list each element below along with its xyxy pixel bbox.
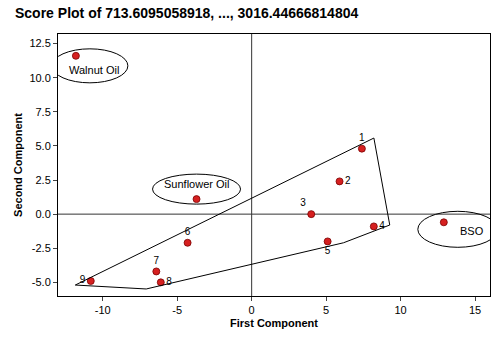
svg-text:10.0: 10.0 [29,72,50,84]
svg-text:Second Component: Second Component [12,113,24,217]
svg-text:4: 4 [379,220,385,231]
svg-text:1: 1 [359,132,365,143]
svg-text:6: 6 [185,226,191,237]
svg-text:-2.5: -2.5 [32,242,51,254]
svg-text:-10: -10 [95,304,111,316]
svg-text:2: 2 [345,175,351,186]
svg-text:Walnut Oil: Walnut Oil [69,64,119,76]
svg-text:Sunflower Oil: Sunflower Oil [164,178,229,190]
svg-text:2.5: 2.5 [36,174,51,186]
svg-text:5: 5 [323,304,329,316]
svg-text:0.0: 0.0 [36,208,51,220]
svg-text:3: 3 [300,197,306,208]
svg-text:5.0: 5.0 [36,140,51,152]
svg-text:0: 0 [249,304,255,316]
svg-text:7.5: 7.5 [36,106,51,118]
svg-text:-5.0: -5.0 [32,276,51,288]
svg-text:7: 7 [154,255,160,266]
svg-text:-5: -5 [172,304,182,316]
svg-text:9: 9 [80,274,86,285]
svg-text:10: 10 [394,304,406,316]
svg-text:8: 8 [166,276,172,287]
svg-text:BSO: BSO [460,225,484,237]
svg-text:5: 5 [325,245,331,256]
svg-text:12.5: 12.5 [29,37,50,49]
svg-text:First Component: First Component [230,317,318,329]
svg-text:15: 15 [469,304,481,316]
svg-text:Score Plot of 713.6095058918,: Score Plot of 713.6095058918, ..., 3016.… [15,5,358,21]
